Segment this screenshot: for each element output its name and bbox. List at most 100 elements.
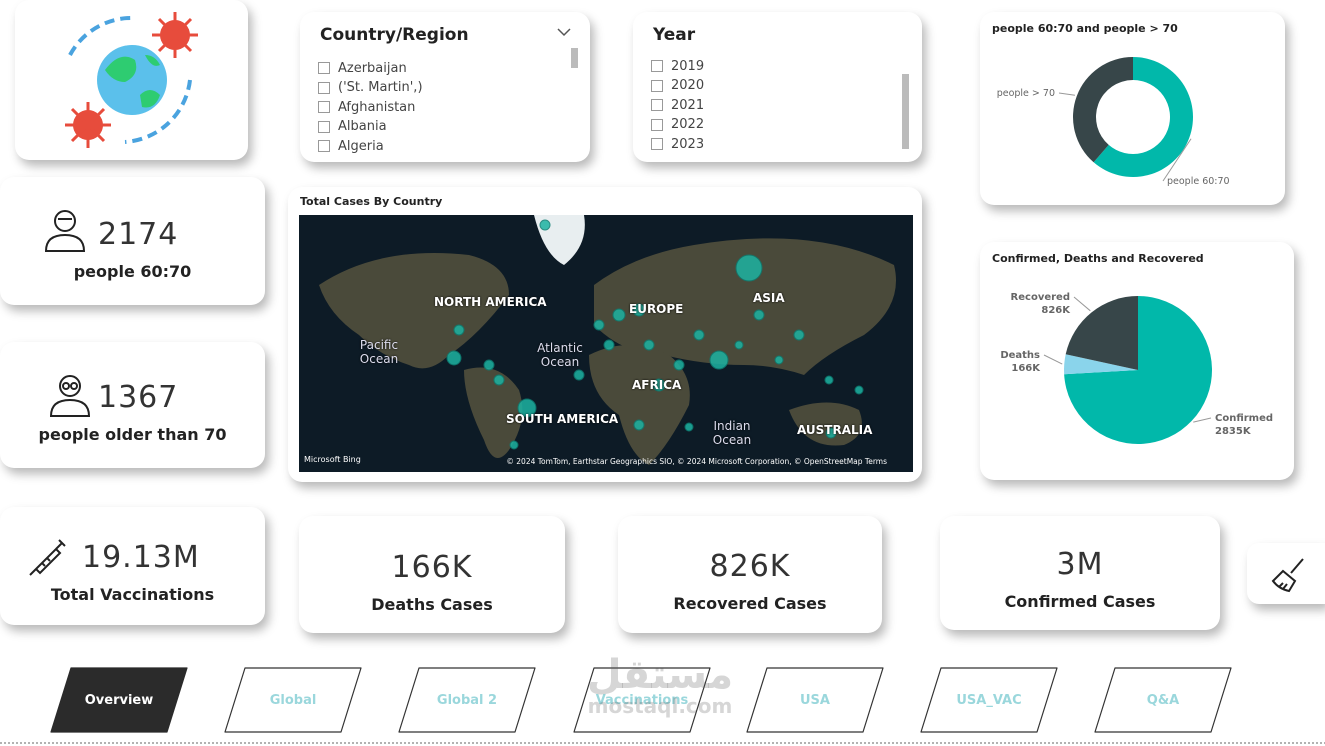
kpi-label: Confirmed Cases (1004, 592, 1156, 611)
slice (1064, 354, 1138, 375)
slicer-item-label: 2022 (671, 117, 705, 132)
nav-label[interactable]: Overview (84, 692, 154, 708)
slice (1064, 296, 1212, 444)
donut-card: people 60:70 and people > 70 people 60:7… (980, 12, 1285, 205)
checkbox[interactable] (651, 99, 663, 111)
kpi-card: 166K Deaths Cases (299, 516, 565, 633)
map-card: Total Cases By Country NORTH AMERICA EURO… (288, 187, 922, 482)
nav-button[interactable]: Global 2 (397, 667, 537, 733)
slicer-item[interactable]: 2023 (651, 135, 704, 153)
logo-icon (65, 12, 198, 148)
checkbox[interactable] (318, 140, 330, 152)
slicer-item[interactable]: 2020 (651, 77, 704, 95)
slicer-title: Country/Region (320, 25, 469, 45)
kpi-value: 1367 (98, 380, 179, 415)
nav-label[interactable]: Vaccinations (595, 692, 689, 708)
slice-label: people 60:70 (1167, 176, 1230, 187)
slicer-item-label: Algeria (338, 138, 384, 154)
country-slicer: Country/Region Azerbaijan ('St. Martin',)… (300, 12, 590, 162)
slicer-item[interactable]: Afghanistan (318, 98, 415, 116)
nav-button[interactable]: USA_VAC (919, 667, 1059, 733)
checkbox[interactable] (318, 120, 330, 133)
nav-label[interactable]: USA (800, 692, 830, 708)
nav-shape-path (1094, 667, 1232, 733)
slicer-item-label: Afghanistan (338, 99, 416, 115)
slicer-item[interactable]: Azerbaijan (318, 59, 407, 77)
nav-shape-path (398, 667, 536, 733)
nav-shape (746, 667, 884, 733)
checkbox[interactable] (318, 81, 330, 94)
value-label: 166K (1011, 363, 1041, 374)
map[interactable]: NORTH AMERICA EUROPE ASIA Pacific Ocean Atla… (299, 215, 913, 472)
nav-shape (920, 667, 1058, 733)
nav-button[interactable]: Vaccinations (572, 667, 712, 733)
kpi-card: 19.13M Total Vaccinations (0, 507, 265, 625)
leader-line (1162, 138, 1192, 182)
nav-button[interactable]: Overview (49, 667, 189, 733)
nav-button[interactable]: Q&A (1093, 667, 1233, 733)
nav-label[interactable]: Global 2 (436, 692, 498, 708)
checkbox[interactable] (651, 118, 663, 131)
kpi-card: 826K Recovered Cases (618, 516, 882, 633)
logo-card (15, 0, 248, 160)
nav-label[interactable]: USA_VAC (956, 692, 1022, 708)
kpi-value: 166K (391, 550, 473, 585)
nav-shape (224, 667, 362, 733)
nav-button[interactable]: USA (745, 667, 885, 733)
checkbox[interactable] (318, 101, 330, 113)
chart-title: Confirmed, Deaths and Recovered (992, 252, 1204, 265)
nav-shape (50, 667, 188, 733)
map-logo: Microsoft Bing (304, 455, 361, 464)
slicer-item[interactable]: ('St. Martin',) (318, 79, 423, 97)
nav-shape (398, 667, 536, 733)
map-label: NORTH AMERICA (434, 295, 547, 309)
nav-shape (573, 667, 711, 733)
elder-icon (49, 375, 91, 417)
slice-label: people > 70 (997, 88, 1055, 99)
map-label: Atlantic Ocean (537, 341, 583, 369)
map-label: ASIA (753, 291, 785, 305)
map-attribution: © 2024 TomTom, Earthstar Geographics SIO… (506, 457, 887, 466)
nav-button[interactable]: Global (223, 667, 363, 733)
kpi-label: Deaths Cases (371, 595, 493, 614)
slicer-chrome (557, 28, 578, 68)
broom-icon (1271, 558, 1304, 593)
pie-card: Confirmed, Deaths and Recovered Confirme… (980, 242, 1294, 480)
nav-label[interactable]: Q&A (1146, 692, 1180, 708)
bottom-rule (0, 742, 1325, 744)
leader-line (1058, 92, 1076, 96)
checkbox[interactable] (651, 79, 663, 92)
kpi-label: Recovered Cases (673, 594, 827, 613)
slicer-item[interactable]: Algeria (318, 137, 384, 155)
nav-shape (1094, 667, 1232, 733)
slicer-item-label: 2021 (671, 97, 705, 113)
pie-chart: Confirmed 2835K Deaths 166K Recovered 826K (1000, 292, 1273, 444)
value-label: 826K (1041, 305, 1071, 316)
map-label: Pacific Ocean (359, 338, 399, 366)
checkbox[interactable] (651, 60, 663, 72)
slicer-chrome (902, 74, 909, 149)
slice (1065, 296, 1138, 370)
map-land (319, 215, 896, 465)
leader-line (1043, 354, 1063, 365)
slicer-item-label: 2019 (671, 58, 705, 74)
checkbox[interactable] (651, 138, 663, 150)
kpi-label: people older than 70 (38, 425, 227, 444)
nav-label[interactable]: Global (269, 692, 317, 708)
clear-filters-button[interactable] (1247, 543, 1325, 604)
slice-label: Deaths (1000, 350, 1040, 361)
nav-shape-path (50, 667, 188, 733)
map-label: EUROPE (629, 302, 684, 316)
slicer-item-label: 2023 (671, 136, 705, 152)
slicer-title: Year (653, 25, 696, 45)
slicer-item[interactable]: 2019 (651, 57, 704, 75)
slicer-item[interactable]: Albania (318, 118, 387, 136)
kpi-card: 2174 people 60:70 (0, 177, 265, 305)
checkbox[interactable] (318, 62, 330, 74)
leader-line (1193, 417, 1212, 423)
slicer-item[interactable]: 2021 (651, 96, 704, 114)
slicer-item[interactable]: 2022 (651, 116, 704, 134)
slicer-item-label: ('St. Martin',) (338, 80, 423, 95)
slicer-item-label: Azerbaijan (338, 60, 407, 76)
nav-shape-path (920, 667, 1058, 733)
